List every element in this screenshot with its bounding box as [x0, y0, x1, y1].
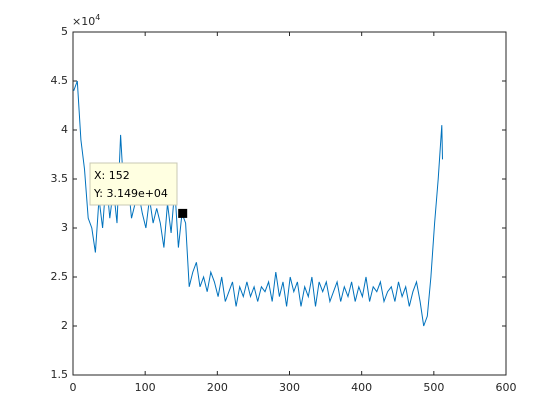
datatip-box — [89, 162, 178, 206]
datatip-marker — [178, 208, 188, 218]
y-tick-label: 4 — [61, 123, 68, 136]
y-tick-label: 3.5 — [51, 172, 69, 185]
x-tick-label: 300 — [279, 381, 300, 394]
x-tick-label: 500 — [423, 381, 444, 394]
x-tick-label: 0 — [70, 381, 77, 394]
x-tick-label: 100 — [135, 381, 156, 394]
y-tick-label: 4.5 — [51, 74, 69, 87]
y-multiplier-base: ×10 — [72, 15, 95, 28]
x-tick-label: 400 — [351, 381, 372, 394]
y-tick-label: 2.5 — [51, 270, 69, 283]
y-tick-label: 3 — [61, 221, 68, 234]
y-tick-label: 1.5 — [51, 368, 69, 381]
y-tick-label: 2 — [61, 319, 68, 332]
axes-box — [72, 31, 507, 376]
y-multiplier-exp: 4 — [95, 13, 100, 22]
y-multiplier: ×104 — [72, 13, 100, 29]
x-tick-label: 200 — [207, 381, 228, 394]
y-tick-label: 5 — [61, 25, 68, 38]
datatip-y: Y: 3.149e+04 — [93, 187, 168, 200]
x-tick-label: 600 — [496, 381, 517, 394]
datatip: X: 152 Y: 3.149e+04 — [89, 162, 178, 206]
datatip-x: X: 152 — [94, 169, 130, 182]
